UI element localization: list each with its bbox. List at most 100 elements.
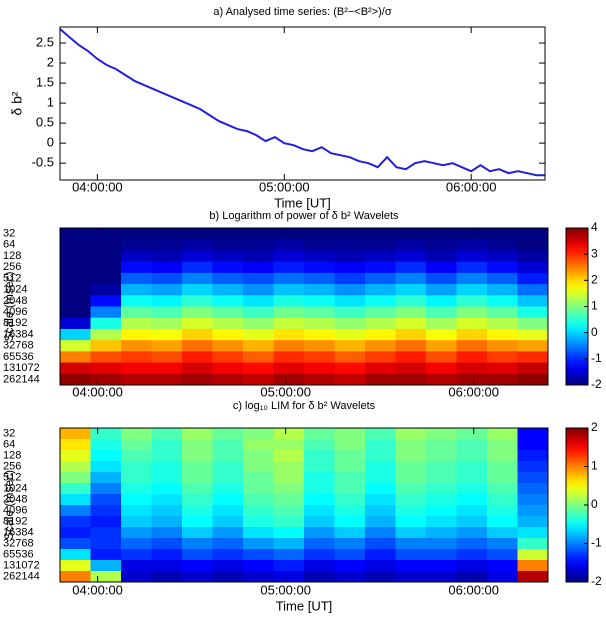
heatmap-cell <box>395 306 427 319</box>
y-tick-label: 128 <box>3 250 21 262</box>
heatmap-cell <box>395 272 427 285</box>
heatmap-cell <box>487 472 518 484</box>
heatmap-cell <box>426 328 457 341</box>
heatmap-cell <box>121 362 152 375</box>
heatmap-cell <box>243 472 274 484</box>
x-axis-label: Time [UT] <box>274 195 331 210</box>
heatmap-cell <box>60 450 91 462</box>
colorbar-tick-label: 0 <box>591 325 598 339</box>
heatmap-cell <box>304 250 335 263</box>
heatmap-cell <box>456 239 488 251</box>
heatmap-cell <box>426 239 457 251</box>
heatmap-cell <box>121 439 152 451</box>
heatmap-cell <box>151 549 183 561</box>
heatmap-cell <box>304 439 335 451</box>
heatmap-cell <box>121 250 152 263</box>
heatmap-cell <box>212 516 244 528</box>
heatmap-cell <box>243 494 274 506</box>
heatmap-cell <box>334 328 366 341</box>
heatmap-cell <box>395 483 427 495</box>
heatmap-cell <box>395 527 427 539</box>
heatmap-cell <box>334 362 366 375</box>
heatmap-cell <box>334 373 366 386</box>
heatmap-cell <box>60 538 91 550</box>
heatmap-cell <box>273 284 305 296</box>
heatmap-cell <box>121 516 152 528</box>
heatmap-cell <box>365 351 396 364</box>
heatmap-cell <box>182 261 213 274</box>
heatmap-cell <box>365 284 396 296</box>
heatmap-cell <box>517 560 549 572</box>
heatmap-cell <box>90 571 122 583</box>
heatmap-cell <box>121 340 152 352</box>
heatmap-cell <box>60 516 91 528</box>
heatmap-cell <box>517 261 549 274</box>
heatmap-cell <box>243 439 274 451</box>
heatmap-cell <box>273 250 305 263</box>
heatmap-cell <box>456 505 488 517</box>
heatmap-cell <box>395 538 427 550</box>
heatmap-cell <box>60 494 91 506</box>
heatmap-cell <box>395 428 427 440</box>
heatmap-cell <box>90 560 122 572</box>
heatmap-cell <box>90 284 122 296</box>
heatmap-cell <box>243 428 274 440</box>
y-tick-label: 1024 <box>3 284 27 296</box>
heatmap-cell <box>243 527 274 539</box>
colorbar-tick-label: 2 <box>591 273 598 287</box>
heatmap-cell <box>90 494 122 506</box>
heatmap-cell <box>456 295 488 307</box>
heatmap-cell <box>487 505 518 517</box>
heatmap-cell <box>182 239 213 251</box>
heatmap-cell <box>487 428 518 440</box>
plot-frame <box>59 26 546 181</box>
heatmap-cell <box>456 272 488 285</box>
heatmap-cell <box>212 560 244 572</box>
heatmap-cell <box>60 351 91 364</box>
heatmap-cell <box>182 295 213 307</box>
heatmap-cell <box>121 295 152 307</box>
heatmap-cell <box>487 239 518 251</box>
heatmap-cell <box>151 439 183 451</box>
heatmap-cell <box>151 505 183 517</box>
heatmap-cell <box>304 295 335 307</box>
heatmap-cell <box>517 549 549 561</box>
heatmap-cell <box>90 516 122 528</box>
heatmap-cell <box>365 494 396 506</box>
heatmap-cell <box>121 549 152 561</box>
heatmap-cell <box>334 494 366 506</box>
heatmap-cell <box>426 340 457 352</box>
heatmap-cell <box>212 461 244 473</box>
heatmap-cell <box>212 228 244 240</box>
heatmap-cell <box>121 560 152 572</box>
panel-title: a) Analysed time series: (B²−<B²>)/σ <box>213 6 391 18</box>
heatmap-cell <box>151 284 183 296</box>
heatmap-cell <box>273 272 305 285</box>
heatmap-cell <box>151 295 183 307</box>
heatmap-cell <box>60 328 91 341</box>
heatmap-cell <box>243 450 274 462</box>
heatmap-cell <box>487 527 518 539</box>
heatmap-cell <box>456 428 488 440</box>
heatmap-cell <box>243 239 274 251</box>
heatmap-cell <box>60 239 91 251</box>
heatmap-cell <box>151 340 183 352</box>
heatmap-cell <box>60 228 91 240</box>
heatmap-cell <box>334 340 366 352</box>
heatmap-cell <box>151 571 183 583</box>
heatmap-cell <box>456 516 488 528</box>
heatmap-cell <box>426 362 457 375</box>
heatmap-cell <box>273 328 305 341</box>
heatmap-cell <box>121 450 152 462</box>
heatmap-cell <box>243 328 274 341</box>
y-tick-label: 65536 <box>3 548 34 560</box>
heatmap-cell <box>90 505 122 517</box>
heatmap-cell <box>365 428 396 440</box>
heatmap-cell <box>426 461 457 473</box>
y-tick-label: 32768 <box>3 537 34 549</box>
y-tick-label: 32768 <box>3 340 34 352</box>
heatmap-cell <box>426 250 457 263</box>
y-tick-label: 262144 <box>3 570 40 582</box>
heatmap-cell <box>60 373 91 386</box>
heatmap-cell <box>426 527 457 539</box>
